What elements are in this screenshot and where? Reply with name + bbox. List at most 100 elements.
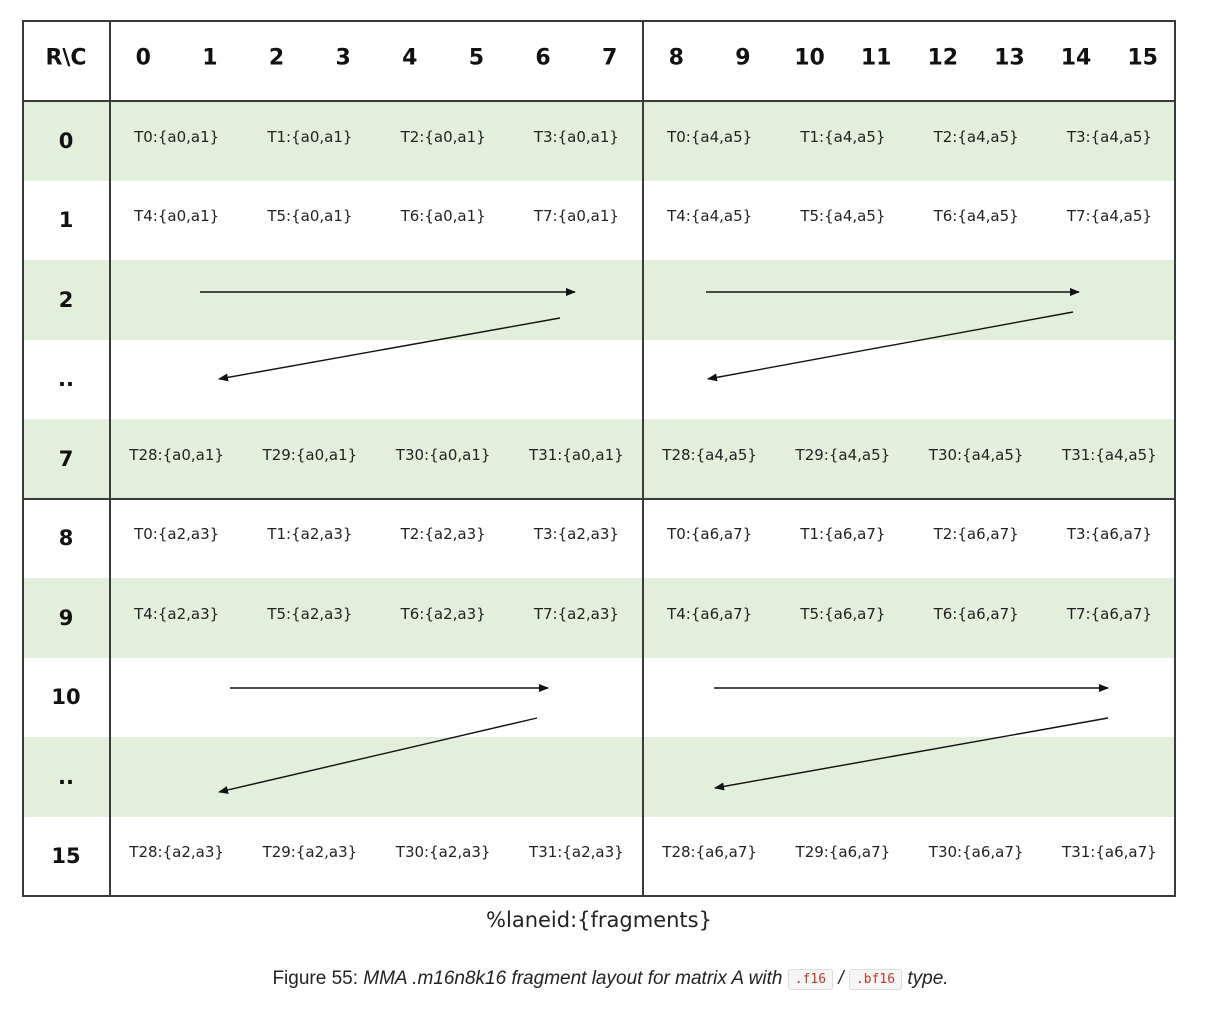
row-band bbox=[22, 737, 1176, 817]
fragment-cell: T31:{a0,a1} bbox=[529, 445, 624, 464]
column-header-13: 13 bbox=[994, 45, 1025, 71]
fragment-cell: T3:{a6,a7} bbox=[1066, 525, 1152, 544]
outer-border-top bbox=[22, 20, 1176, 22]
code-bf16: .bf16 bbox=[848, 969, 903, 990]
fragment-cell: T4:{a6,a7} bbox=[667, 604, 753, 623]
row-label: 8 bbox=[58, 526, 74, 551]
caption-suffix: type. bbox=[907, 968, 949, 989]
column-header-5: 5 bbox=[468, 45, 485, 71]
fragment-cell: T0:{a6,a7} bbox=[667, 525, 753, 544]
fragment-cell: T29:{a0,a1} bbox=[262, 445, 358, 464]
legend-laneid-fragments: %laneid:{fragments} bbox=[486, 908, 712, 932]
row-label-divider bbox=[109, 20, 111, 896]
fragment-cell: T6:{a0,a1} bbox=[400, 207, 486, 226]
traversal-arrows bbox=[200, 288, 1109, 794]
row-label: 9 bbox=[58, 605, 74, 630]
row-label: 1 bbox=[58, 208, 74, 233]
fragment-cell: T1:{a0,a1} bbox=[267, 127, 353, 146]
row-label: .. bbox=[58, 764, 74, 789]
fragment-cell: T28:{a4,a5} bbox=[662, 445, 757, 464]
fragment-cell: T4:{a2,a3} bbox=[134, 604, 220, 623]
caption-italic-text: MMA .m16n8k16 fragment layout for matrix… bbox=[363, 968, 783, 989]
column-header-8: 8 bbox=[668, 45, 684, 71]
column-header-1: 1 bbox=[202, 45, 218, 71]
fragment-cell: T1:{a6,a7} bbox=[800, 525, 886, 544]
fragment-cell: T7:{a0,a1} bbox=[533, 207, 619, 226]
fragment-cell: T4:{a0,a1} bbox=[134, 207, 220, 226]
fragment-cell: T31:{a2,a3} bbox=[529, 843, 624, 862]
fragment-cell: T29:{a4,a5} bbox=[795, 445, 891, 464]
fragment-cell: T0:{a2,a3} bbox=[134, 525, 220, 544]
figure-caption: Figure 55: MMA .m16n8k16 fragment layout… bbox=[0, 968, 1221, 990]
fragment-cell: T2:{a0,a1} bbox=[400, 127, 486, 146]
outer-border-right bbox=[1174, 20, 1176, 896]
caption-separator: / bbox=[838, 968, 844, 989]
column-header-6: 6 bbox=[535, 45, 551, 71]
fragment-cell: T5:{a2,a3} bbox=[267, 604, 353, 623]
fragment-cell: T2:{a2,a3} bbox=[400, 525, 486, 544]
fragment-cell: T2:{a4,a5} bbox=[933, 127, 1019, 146]
corner-label: R\C bbox=[45, 45, 87, 71]
code-f16: .f16 bbox=[787, 969, 834, 990]
column-header-0: 0 bbox=[135, 45, 151, 71]
arrow-row2-right-back bbox=[707, 311, 1074, 382]
fragment-cell: T30:{a6,a7} bbox=[928, 843, 1024, 862]
fragment-cell: T28:{a2,a3} bbox=[129, 843, 224, 862]
fragment-cell: T7:{a4,a5} bbox=[1066, 207, 1152, 226]
header-divider bbox=[22, 100, 1176, 102]
column-header-12: 12 bbox=[927, 45, 959, 71]
column-header-9: 9 bbox=[735, 45, 751, 71]
fragment-cell: T5:{a4,a5} bbox=[800, 207, 886, 226]
fragment-cell: T3:{a2,a3} bbox=[533, 525, 619, 544]
arrow-row2-left-back bbox=[218, 317, 561, 382]
fragment-cell: T5:{a0,a1} bbox=[267, 207, 353, 226]
fragment-cell: T29:{a2,a3} bbox=[262, 843, 358, 862]
column-header-15: 15 bbox=[1127, 45, 1158, 71]
fragment-cell: T6:{a4,a5} bbox=[933, 207, 1019, 226]
column-header-10: 10 bbox=[794, 45, 825, 71]
outer-border-left bbox=[22, 20, 24, 896]
fragment-cell: T5:{a6,a7} bbox=[800, 604, 886, 623]
fragment-cell: T6:{a6,a7} bbox=[933, 604, 1019, 623]
fragment-cell: T31:{a4,a5} bbox=[1062, 445, 1157, 464]
fragment-cell: T30:{a0,a1} bbox=[395, 445, 491, 464]
fragment-cell: T1:{a2,a3} bbox=[267, 525, 353, 544]
column-header-14: 14 bbox=[1060, 45, 1092, 71]
fragment-cell: T0:{a4,a5} bbox=[667, 127, 753, 146]
fragment-layout-diagram: R\C 0 1 2 3 4 5 6 7 8 9 10 11 12 13 14 15 0 1 2.. 7 8 9 10.. 1… bbox=[22, 20, 1176, 932]
fragment-cell: T28:{a0,a1} bbox=[129, 445, 224, 464]
column-header-3: 3 bbox=[335, 45, 351, 71]
column-header-7: 7 bbox=[602, 45, 618, 71]
fragment-cell: T2:{a6,a7} bbox=[933, 525, 1019, 544]
fragment-cell: T0:{a0,a1} bbox=[134, 127, 220, 146]
fragment-cell: T1:{a4,a5} bbox=[800, 127, 886, 146]
row-label: 15 bbox=[51, 844, 81, 869]
arrow-row10-right-back bbox=[714, 717, 1109, 791]
fragment-cell: T29:{a6,a7} bbox=[795, 843, 891, 862]
fragment-cell: T6:{a2,a3} bbox=[400, 604, 486, 623]
fragment-cell: T28:{a6,a7} bbox=[662, 843, 757, 862]
row-label: .. bbox=[58, 367, 74, 392]
fragment-cell: T4:{a4,a5} bbox=[667, 207, 753, 226]
column-half-divider bbox=[642, 20, 644, 896]
row-band bbox=[22, 260, 1176, 340]
fragment-cell: T31:{a6,a7} bbox=[1062, 843, 1157, 862]
row-half-divider bbox=[22, 497, 1176, 500]
fragment-cell: T7:{a6,a7} bbox=[1066, 604, 1152, 623]
column-header-11: 11 bbox=[860, 45, 892, 71]
column-header-2: 2 bbox=[268, 45, 285, 71]
fragment-cell: T3:{a4,a5} bbox=[1066, 127, 1152, 146]
fragment-cell: T30:{a2,a3} bbox=[395, 843, 491, 862]
row-label: 10 bbox=[51, 685, 81, 710]
row-label: 0 bbox=[58, 128, 74, 153]
row-band bbox=[22, 419, 1176, 499]
caption-prefix: Figure 55: bbox=[272, 968, 364, 989]
row-label: 7 bbox=[58, 446, 74, 471]
fragment-cell: T30:{a4,a5} bbox=[928, 445, 1024, 464]
fragment-cell: T7:{a2,a3} bbox=[533, 604, 619, 623]
outer-border-bottom bbox=[22, 895, 1176, 897]
arrow-row10-left-back bbox=[218, 717, 538, 794]
row-label: 2 bbox=[58, 287, 74, 312]
row-band bbox=[22, 101, 1176, 181]
column-header-4: 4 bbox=[402, 45, 418, 71]
